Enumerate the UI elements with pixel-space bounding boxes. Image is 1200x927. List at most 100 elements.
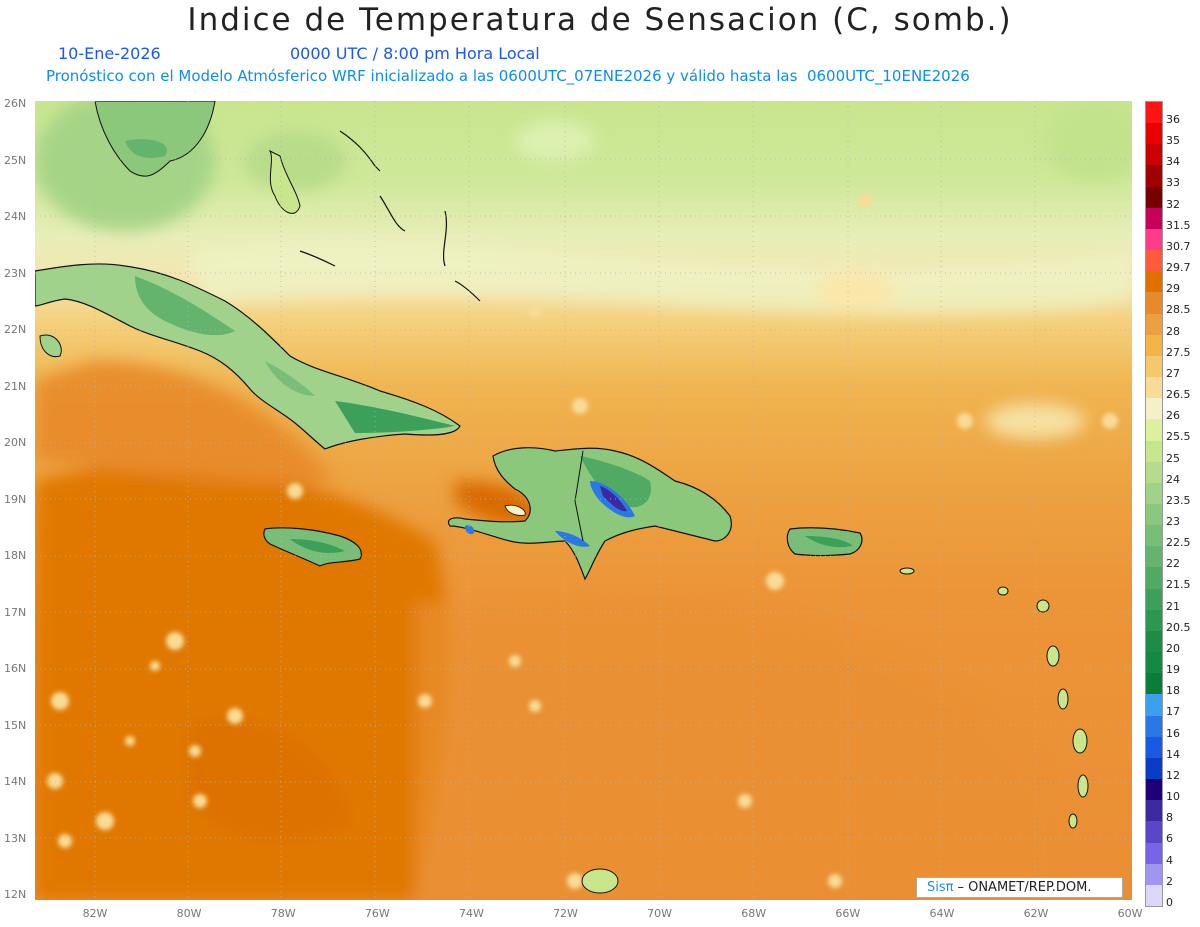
- colorbar-label: 32: [1166, 197, 1180, 211]
- lat-label: 13N: [4, 831, 27, 845]
- colorbar-segment: [1146, 123, 1162, 145]
- colorbar-label: 35: [1166, 134, 1180, 148]
- map-title: Indice de Temperatura de Sensacion (C, s…: [187, 2, 1013, 38]
- colorbar-label: 18: [1166, 684, 1180, 698]
- colorbar-segment: [1146, 398, 1162, 420]
- colorbar-segment: [1146, 884, 1162, 907]
- colorbar-label: 27: [1166, 366, 1180, 380]
- lon-label: 70W: [647, 907, 673, 920]
- colorbar-label: 29.7: [1166, 261, 1191, 275]
- lon-label: 68W: [741, 907, 767, 920]
- colorbar-segment: [1146, 377, 1162, 399]
- lon-label: 76W: [364, 907, 390, 920]
- forecast-time: 0000 UTC / 8:00 pm Hora Local: [290, 44, 540, 63]
- colorbar-label: 21.5: [1166, 578, 1191, 592]
- colorbar-label: 28: [1166, 324, 1180, 338]
- colorbar-segment: [1146, 630, 1162, 653]
- colorbar-segment: [1146, 186, 1162, 209]
- colorbar-segment: [1146, 228, 1162, 251]
- colorbar-label: 4: [1166, 853, 1173, 867]
- credit-brand: Sisπ: [927, 880, 954, 895]
- colorbar-label: 24: [1166, 472, 1180, 486]
- lon-label: 78W: [270, 907, 296, 920]
- lat-label: 16N: [4, 662, 27, 675]
- colorbar-label: 23.5: [1166, 493, 1191, 507]
- colorbar-label: 12: [1166, 768, 1180, 782]
- colorbar-label: 30.7: [1166, 239, 1191, 253]
- colorbar-segment: [1146, 588, 1162, 611]
- colorbar-label: 14: [1166, 747, 1180, 761]
- lon-label: 74W: [458, 907, 484, 920]
- colorbar-label: 22: [1166, 557, 1180, 571]
- colorbar-segment: [1146, 694, 1162, 717]
- lat-label: 17N: [4, 605, 27, 619]
- credit-box: Sisπ – ONAMET/REP.DOM.: [916, 877, 1123, 898]
- colorbar-segment: [1146, 355, 1162, 378]
- colorbar-segment: [1146, 652, 1162, 674]
- colorbar-segment: [1146, 440, 1162, 463]
- colorbar-segment: [1146, 757, 1162, 780]
- colorbar-segment: [1146, 102, 1162, 124]
- colorbar-segment: [1146, 779, 1162, 801]
- colorbar-segment: [1146, 736, 1162, 759]
- colorbar-label: 19: [1166, 663, 1180, 677]
- lon-label: 80W: [176, 907, 202, 920]
- credit-org: – ONAMET/REP.DOM.: [957, 880, 1092, 895]
- colorbar-segment: [1146, 334, 1162, 357]
- forecast-date: 10-Ene-2026: [58, 44, 161, 63]
- colorbar-label: 21: [1166, 599, 1180, 613]
- colorbar-label: 23: [1166, 515, 1180, 528]
- colorbar-segment: [1146, 419, 1162, 442]
- lat-label: 24N: [4, 210, 27, 223]
- colorbar-label: 20.5: [1166, 620, 1191, 634]
- lat-label: 12N: [4, 888, 27, 901]
- lat-label: 21N: [4, 379, 27, 393]
- colorbar-label: 31.5: [1166, 218, 1191, 232]
- lat-label: 18N: [4, 549, 27, 562]
- colorbar-label: 22.5: [1166, 536, 1191, 550]
- colorbar-segment: [1146, 250, 1162, 272]
- lat-label: 22N: [4, 323, 27, 336]
- colorbar-label: 26.5: [1166, 388, 1191, 402]
- colorbar-segment: [1146, 567, 1162, 590]
- colorbar-segment: [1146, 715, 1162, 738]
- lat-label: 15N: [4, 718, 27, 732]
- colorbar-label: 20: [1166, 641, 1180, 655]
- lat-label: 20N: [4, 436, 27, 449]
- colorbar-segment: [1146, 292, 1162, 315]
- lon-label: 72W: [553, 907, 578, 920]
- colorbar: [1145, 101, 1163, 907]
- colorbar-segment: [1146, 504, 1162, 526]
- lon-label: 64W: [929, 907, 955, 920]
- lat-label: 14N: [4, 775, 27, 788]
- colorbar-segment: [1146, 546, 1162, 568]
- colorbar-segment: [1146, 482, 1162, 505]
- colorbar-segment: [1146, 525, 1162, 547]
- colorbar-label: 8: [1166, 811, 1173, 825]
- lon-label: 62W: [1023, 907, 1049, 920]
- colorbar-segment: [1146, 842, 1162, 865]
- lat-label: 26N: [4, 97, 27, 110]
- colorbar-label: 0: [1166, 895, 1173, 909]
- forecast-info: Pronóstico con el Modelo Atmósferico WRF…: [46, 67, 970, 85]
- colorbar-segment: [1146, 461, 1162, 484]
- lat-label: 19N: [4, 492, 27, 506]
- colorbar-segment: [1146, 821, 1162, 844]
- colorbar-label: 16: [1166, 726, 1180, 740]
- colorbar-label: 2: [1166, 874, 1173, 888]
- colorbar-label: 6: [1166, 832, 1173, 846]
- lat-label: 25N: [4, 153, 27, 167]
- heat-index-map: [35, 101, 1132, 900]
- colorbar-label: 17: [1166, 705, 1180, 719]
- colorbar-label: 33: [1166, 176, 1180, 190]
- colorbar-segment: [1146, 144, 1162, 166]
- colorbar-label: 27.5: [1166, 345, 1191, 359]
- colorbar-label: 25.5: [1166, 430, 1191, 444]
- colorbar-segment: [1146, 207, 1162, 230]
- lat-label: 23N: [4, 266, 27, 280]
- colorbar-label: 34: [1166, 155, 1180, 169]
- colorbar-segment: [1146, 271, 1162, 293]
- lon-label: 60W: [1117, 907, 1143, 920]
- colorbar-segment: [1146, 863, 1162, 886]
- colorbar-label: 10: [1166, 790, 1180, 804]
